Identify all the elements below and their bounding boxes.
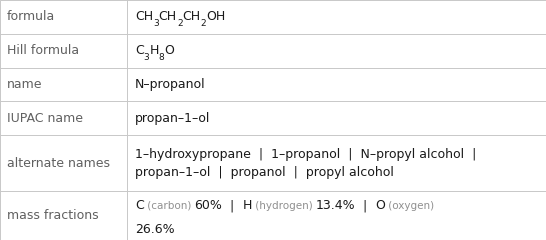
Text: formula: formula (7, 10, 55, 24)
Text: CH: CH (159, 10, 177, 24)
Text: (carbon): (carbon) (144, 201, 194, 211)
Text: 13.4%: 13.4% (316, 199, 355, 212)
Text: O: O (164, 44, 174, 57)
Text: IUPAC name: IUPAC name (7, 112, 82, 125)
Text: alternate names: alternate names (7, 156, 110, 170)
Text: propan–1–ol: propan–1–ol (135, 112, 210, 125)
Text: 26.6%: 26.6% (135, 223, 175, 236)
Text: mass fractions: mass fractions (7, 209, 98, 222)
Text: 2: 2 (200, 19, 206, 28)
Text: 3: 3 (144, 53, 150, 62)
Text: CH: CH (135, 10, 153, 24)
Text: N–propanol: N–propanol (135, 78, 205, 91)
Text: 60%: 60% (194, 199, 222, 212)
Text: |: | (222, 199, 242, 212)
Text: H: H (150, 44, 159, 57)
Text: 8: 8 (159, 53, 164, 62)
Text: 1–hydroxypropane  |  1–propanol  |  N–propyl alcohol  |
propan–1–ol  |  propanol: 1–hydroxypropane | 1–propanol | N–propyl… (135, 148, 476, 179)
Text: (oxygen): (oxygen) (385, 201, 435, 211)
Text: O: O (376, 199, 385, 212)
Text: H: H (242, 199, 252, 212)
Text: CH: CH (182, 10, 200, 24)
Text: (hydrogen): (hydrogen) (252, 201, 316, 211)
Text: Hill formula: Hill formula (7, 44, 79, 57)
Text: |: | (355, 199, 376, 212)
Text: C: C (135, 44, 144, 57)
Text: name: name (7, 78, 42, 91)
Text: OH: OH (206, 10, 225, 24)
Text: C: C (135, 199, 144, 212)
Text: 2: 2 (177, 19, 182, 28)
Text: 3: 3 (153, 19, 159, 28)
